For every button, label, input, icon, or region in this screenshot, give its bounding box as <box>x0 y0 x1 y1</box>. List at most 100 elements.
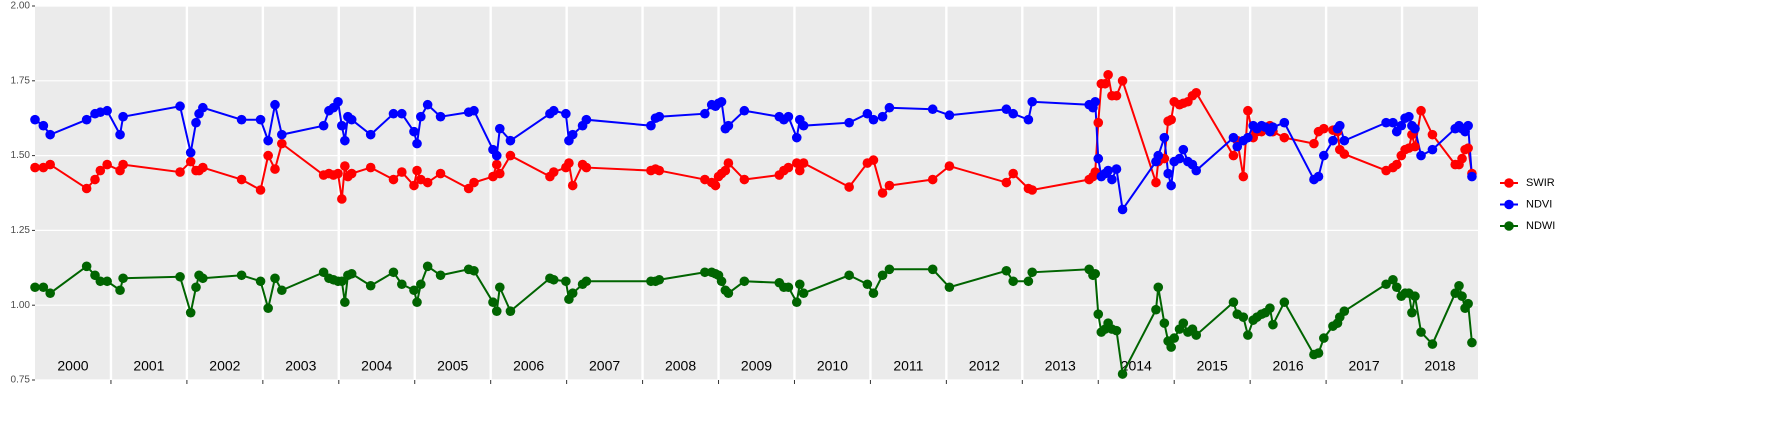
data-point <box>409 180 419 191</box>
data-point <box>877 111 888 122</box>
data-point <box>783 282 794 293</box>
data-point <box>1008 276 1019 287</box>
legend-marker <box>1504 178 1514 188</box>
data-point <box>1023 114 1034 125</box>
data-point <box>1163 168 1173 179</box>
year-label: 2004 <box>361 358 392 374</box>
year-label: 2008 <box>665 358 696 374</box>
data-point <box>81 183 92 194</box>
data-point <box>548 274 559 285</box>
data-point <box>81 114 92 125</box>
data-point <box>1100 78 1110 89</box>
data-point <box>1391 159 1402 170</box>
data-point <box>723 120 734 131</box>
data-point <box>30 282 40 293</box>
data-point <box>561 108 571 119</box>
data-point <box>255 114 266 125</box>
data-point <box>1093 309 1104 319</box>
data-point <box>646 120 656 131</box>
data-point <box>388 267 399 278</box>
data-point <box>791 132 802 143</box>
data-point <box>1404 111 1414 122</box>
data-point <box>337 276 347 287</box>
year-label: 2005 <box>437 358 468 374</box>
data-point <box>95 276 106 287</box>
data-point <box>739 105 750 116</box>
data-point <box>1166 342 1176 352</box>
data-point <box>1111 90 1122 101</box>
data-point <box>1090 268 1101 279</box>
data-point <box>1467 337 1477 348</box>
data-point <box>884 180 895 191</box>
data-point <box>175 101 185 112</box>
data-point <box>1178 318 1189 328</box>
y-tick-label: 1.75 <box>11 75 31 86</box>
data-point <box>1107 174 1117 185</box>
data-point <box>435 168 446 179</box>
year-label: 2017 <box>1349 358 1380 374</box>
data-point <box>700 267 710 278</box>
data-point <box>1279 297 1290 308</box>
data-point <box>491 150 502 161</box>
data-point <box>798 288 809 299</box>
year-label: 2015 <box>1197 358 1228 374</box>
data-point <box>1319 333 1329 343</box>
data-point <box>30 162 40 173</box>
panel <box>35 6 1478 380</box>
data-point <box>868 288 879 299</box>
data-point <box>185 156 196 167</box>
data-point <box>1008 108 1019 119</box>
data-point <box>1093 117 1104 128</box>
data-point <box>1228 297 1239 308</box>
legend-label: NDVI <box>1526 198 1552 210</box>
data-point <box>175 271 185 282</box>
data-point <box>1001 104 1012 115</box>
data-point <box>333 96 343 107</box>
year-label: 2007 <box>589 358 620 374</box>
data-point <box>581 114 592 125</box>
data-point <box>45 129 55 140</box>
data-point <box>185 147 196 158</box>
data-point <box>868 155 879 165</box>
data-point <box>1416 327 1426 337</box>
data-point <box>397 167 407 177</box>
data-point <box>255 185 266 195</box>
data-point <box>397 279 407 290</box>
data-point <box>198 273 208 284</box>
data-point <box>505 135 516 146</box>
data-point <box>783 111 794 122</box>
data-point <box>567 180 578 191</box>
data-point <box>494 282 505 293</box>
y-tick-label: 0.75 <box>11 375 31 386</box>
data-point <box>844 182 854 192</box>
data-point <box>877 270 888 281</box>
data-point <box>270 164 280 174</box>
data-point <box>723 288 734 299</box>
data-point <box>118 273 128 284</box>
data-point <box>1232 141 1243 152</box>
data-point <box>263 150 273 161</box>
data-point <box>365 280 376 291</box>
data-point <box>654 111 665 122</box>
data-point <box>1463 120 1473 131</box>
data-point <box>95 165 106 176</box>
data-point <box>388 174 399 185</box>
data-point <box>38 282 49 293</box>
data-point <box>739 276 750 287</box>
year-label: 2018 <box>1424 358 1455 374</box>
data-point <box>1008 168 1019 179</box>
data-point <box>198 162 208 173</box>
data-point <box>1166 114 1176 125</box>
year-label: 2002 <box>209 358 240 374</box>
data-point <box>581 276 592 287</box>
data-point <box>1410 291 1420 302</box>
data-point <box>346 168 357 179</box>
data-point <box>1001 265 1012 276</box>
data-point <box>1381 279 1391 290</box>
data-point <box>1090 96 1101 107</box>
data-point <box>1339 135 1350 146</box>
data-point <box>45 159 55 170</box>
data-point <box>1117 369 1128 379</box>
data-point <box>318 120 329 131</box>
data-point <box>1191 87 1202 98</box>
